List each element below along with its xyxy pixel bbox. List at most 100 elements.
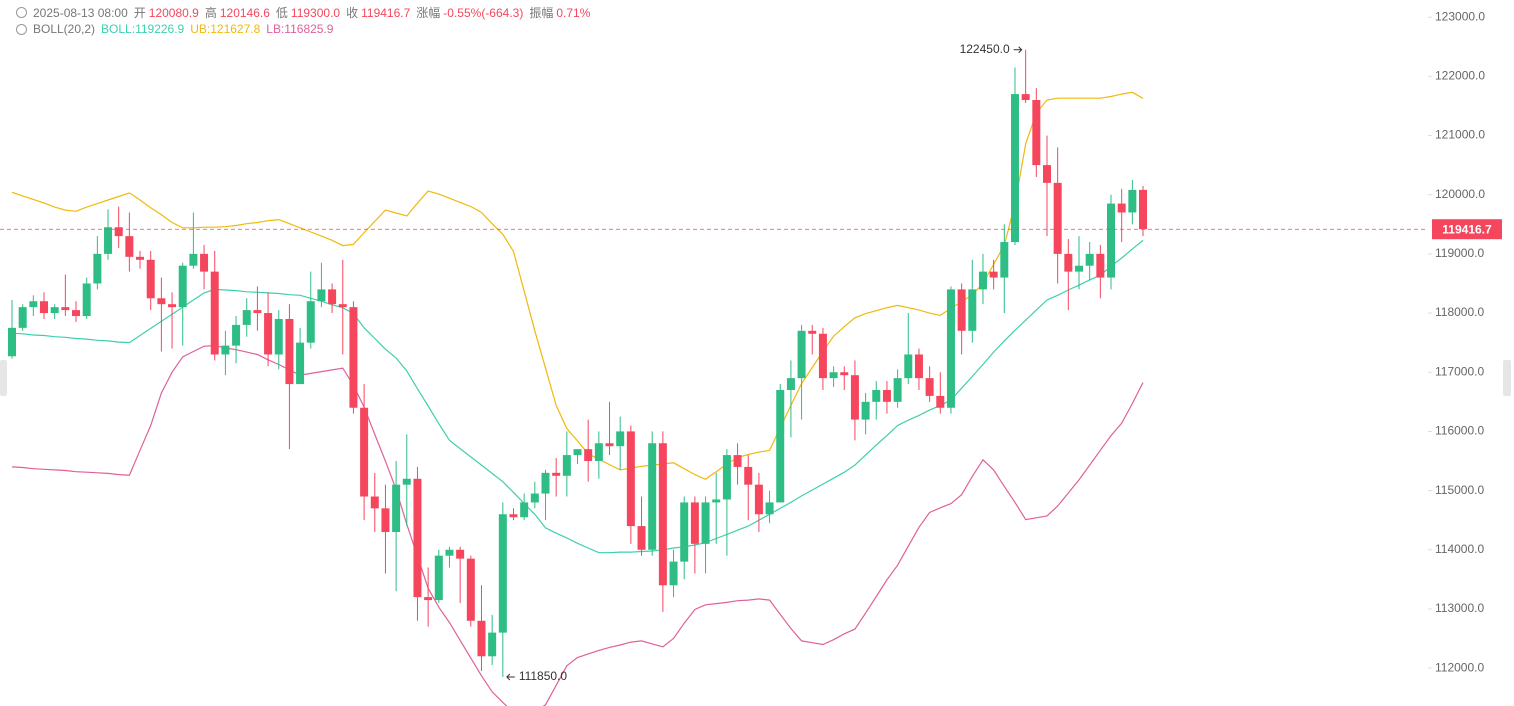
candle-body [1128, 189, 1137, 213]
candle-body [296, 342, 305, 385]
candle-body [733, 455, 742, 467]
y-tick-label: 113000.0 [1435, 601, 1484, 615]
label: 高 [204, 6, 217, 20]
candle-body [338, 304, 347, 308]
candle-body [882, 389, 891, 402]
candle-body [904, 354, 913, 379]
collapse-icon[interactable] [16, 7, 27, 18]
candle-body [968, 289, 977, 331]
candle-body [786, 378, 795, 390]
candle-body [328, 289, 337, 305]
candle-body [818, 333, 827, 379]
candle-body [104, 227, 113, 254]
candle-body [136, 256, 145, 260]
candle-body [29, 301, 38, 308]
candle-body [72, 310, 81, 317]
value: 120146.6 [219, 5, 270, 20]
candle-body [1021, 94, 1030, 101]
label: 收 [346, 6, 359, 20]
annotation-arrowhead [1018, 46, 1023, 54]
candle-body [594, 443, 603, 462]
candle-body [712, 499, 721, 503]
candle-body [200, 253, 209, 272]
candle-body [829, 372, 838, 379]
plot-area [0, 49, 1428, 706]
y-tick-label: 118000.0 [1435, 305, 1484, 319]
candle-body [456, 549, 465, 559]
y-tick-label: 123000.0 [1435, 9, 1485, 23]
y-tick-label: 114000.0 [1435, 542, 1484, 556]
value: 119300.0 [290, 5, 341, 20]
candle-body [701, 502, 710, 544]
candle-body [850, 375, 859, 420]
candle-body [1010, 94, 1019, 243]
candle-body [360, 407, 369, 497]
y-tick-label: 119000.0 [1435, 246, 1484, 260]
candle-body [82, 283, 91, 317]
candle-body [146, 259, 155, 299]
candle-body [40, 301, 49, 314]
candle-body [872, 389, 881, 402]
candle-body [840, 372, 849, 376]
y-tick-label: 117000.0 [1435, 364, 1484, 378]
y-tick-label: 121000.0 [1435, 128, 1485, 142]
candle-body [1085, 253, 1094, 266]
left-handle[interactable] [0, 360, 7, 396]
candle-body [957, 289, 966, 331]
candle-body [573, 449, 582, 456]
candle-body [989, 271, 998, 278]
candle-body [936, 395, 945, 408]
candle-body [210, 271, 219, 355]
candle-body [1139, 189, 1148, 230]
collapse-icon[interactable] [16, 23, 27, 35]
candle-body [125, 236, 134, 257]
candle-body [168, 304, 177, 308]
candle-body [1107, 203, 1116, 278]
candle-body [317, 289, 326, 302]
candle-body [562, 455, 571, 476]
candle-body [765, 502, 774, 515]
y-tick-label: 115000.0 [1435, 483, 1484, 497]
right-handle[interactable] [1503, 360, 1511, 396]
candle-body [1075, 265, 1083, 272]
label: 低 [275, 6, 288, 20]
candle-body [616, 431, 625, 447]
candle-body [178, 265, 187, 308]
candle-body [445, 549, 454, 556]
indicator-name: BOLL(20,2) [33, 22, 96, 36]
candle-body [648, 443, 657, 550]
candle-body [925, 378, 934, 396]
y-tick-label: 122000.0 [1435, 69, 1485, 83]
candle-body [477, 620, 486, 657]
band-line [11, 344, 1144, 706]
candle-body [189, 253, 198, 266]
candle-body [264, 313, 273, 355]
candle-body [93, 253, 102, 284]
y-tick-label: 120000.0 [1435, 187, 1485, 201]
candle-body [61, 307, 70, 311]
indicator-header: BOLL(20,2) BOLL:119226.9 UB:121627.8 LB:11… [16, 22, 333, 36]
candle-body [754, 484, 763, 515]
candle-body [157, 298, 166, 305]
candle-body [626, 431, 635, 527]
candle-body [690, 502, 699, 544]
legend-entry: LB:116825.9 [266, 22, 334, 36]
candle-body [530, 493, 539, 503]
ohlc-header: 2025-08-13 08:00 开 120080.9 高 120146.6 低 11… [16, 4, 590, 21]
candle-body [946, 289, 955, 408]
value: 119416.7 [361, 5, 411, 20]
candle-body [541, 472, 550, 494]
label: 涨幅 [416, 6, 441, 20]
candle-body [509, 514, 518, 518]
y-tick-label: 112000.0 [1435, 660, 1484, 674]
candle-body [349, 307, 358, 408]
value: -0.55%(-664.3) [443, 5, 524, 20]
candle-body [797, 330, 806, 379]
legend-entry: UB:121627.8 [190, 22, 261, 36]
candle-body [1032, 100, 1041, 166]
candle-body [413, 478, 422, 598]
legend-entry: BOLL:119226.9 [101, 22, 185, 36]
annotation-arrowhead [506, 673, 511, 681]
candle-body [381, 508, 390, 533]
annotation-label: 111850.0 [519, 669, 568, 683]
